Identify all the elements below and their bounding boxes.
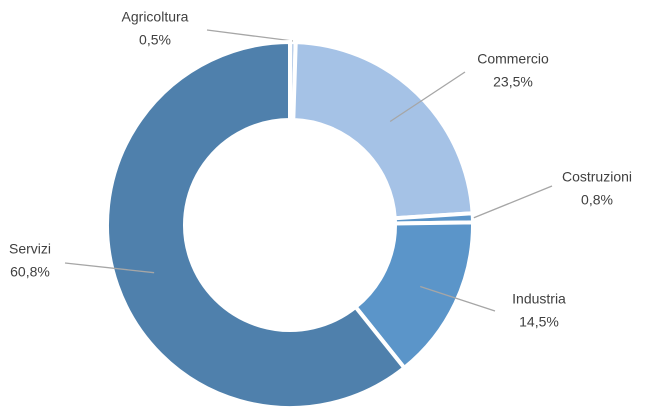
donut-slice	[291, 40, 475, 221]
slice-value-label: 60,8%	[10, 264, 50, 280]
donut-slice	[105, 39, 408, 410]
leader-line	[64, 262, 155, 274]
slice-value-label: 14,5%	[519, 314, 559, 330]
slice-value-label: 0,8%	[581, 192, 613, 208]
leader-line	[389, 71, 466, 123]
slice-label: Industria	[512, 291, 566, 307]
leader-line	[473, 185, 553, 219]
slice-value-label: 0,5%	[139, 32, 171, 48]
leader-line	[206, 29, 293, 42]
slice-label: Costruzioni	[562, 169, 632, 185]
slice-label: Servizi	[9, 241, 51, 257]
slice-label: Commercio	[477, 51, 549, 67]
slice-label: Agricoltura	[122, 9, 189, 25]
slice-value-label: 23,5%	[493, 74, 533, 90]
leader-line	[420, 285, 496, 312]
